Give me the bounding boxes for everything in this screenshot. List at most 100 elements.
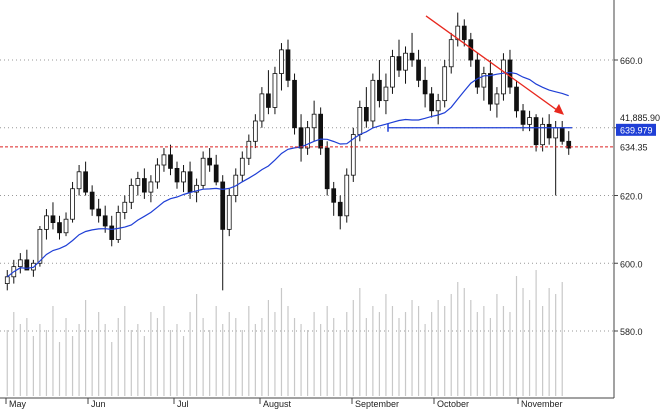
candle-down (520, 110, 526, 125)
candle-down (83, 171, 88, 193)
candle-up (553, 127, 559, 139)
candle-up (148, 181, 154, 193)
y-tick-label: 600.0 (620, 259, 643, 269)
candle-up (305, 127, 310, 149)
candle-up (403, 52, 408, 71)
candle-down (318, 113, 324, 149)
candle-up (435, 100, 441, 112)
candle-up (122, 201, 128, 213)
candle-down (292, 79, 297, 129)
candle-down (50, 215, 56, 223)
chart-overlays (0, 15, 614, 148)
candle-down (174, 167, 180, 183)
candle-up (226, 195, 232, 230)
x-tick-label: October (437, 399, 469, 409)
candle-down (89, 191, 95, 210)
candle-down (220, 181, 226, 230)
candle-down (377, 79, 382, 102)
candle-down (298, 127, 304, 149)
candle-up (194, 184, 199, 193)
x-tick-label: Jun (91, 399, 106, 409)
gridlines (0, 0, 615, 399)
candle-down (409, 52, 415, 61)
candle-down (96, 208, 102, 217)
trendline-arrowhead (554, 103, 564, 115)
candle-up (390, 56, 395, 88)
volume-label: 41,885.90 (620, 113, 660, 123)
candlesticks (4, 12, 572, 291)
candle-up (501, 59, 506, 95)
last-close-label-box (616, 140, 656, 153)
candle-up (311, 113, 317, 129)
x-tick-label: November (521, 399, 563, 409)
candle-up (448, 39, 454, 68)
candle-up (442, 66, 448, 102)
candle-up (76, 171, 82, 190)
candle-up (70, 188, 75, 220)
candle-up (181, 171, 186, 183)
x-axis: May Jun Jul August September October November (5, 398, 563, 409)
candle-down (57, 222, 62, 234)
candle-down (266, 93, 271, 108)
candle-down (187, 171, 193, 193)
candle-up (246, 140, 252, 159)
y-tick-label: 580.0 (620, 327, 643, 337)
trendline (425, 15, 559, 112)
candle-up (344, 174, 350, 217)
candle-up (252, 120, 258, 142)
candle-down (566, 140, 572, 149)
candle-up (370, 79, 376, 122)
candle-up (161, 154, 167, 166)
candle-down (396, 56, 402, 71)
price-labels: 41,885.90 639.979 634.35 (616, 113, 660, 153)
candle-down (331, 188, 337, 203)
candle-up (350, 134, 356, 176)
candle-up (44, 215, 49, 230)
candle-down (416, 59, 421, 81)
candle-down (533, 117, 539, 146)
x-tick-label: August (263, 399, 292, 409)
volume-bars (6, 270, 563, 396)
moving-average-line (6, 71, 569, 278)
candle-up (239, 157, 245, 176)
candle-down (285, 49, 291, 81)
candle-up (357, 107, 363, 135)
ma-label: 639.979 (620, 125, 653, 135)
candle-down (429, 93, 434, 112)
ma-label-box (616, 123, 656, 136)
candle-down (507, 59, 513, 88)
candle-down (474, 59, 480, 88)
candle-up (527, 117, 532, 125)
x-tick-label: Jul (177, 399, 189, 409)
candle-up (481, 73, 487, 88)
candle-down (514, 86, 519, 112)
candle-up (37, 228, 43, 264)
candle-up (63, 218, 69, 234)
candle-down (102, 215, 108, 227)
candle-up (115, 212, 121, 240)
candle-down (142, 178, 147, 193)
candle-down (324, 147, 330, 190)
candle-down (337, 201, 343, 217)
candle-up (200, 157, 206, 186)
candle-down (559, 127, 565, 142)
candle-up (259, 93, 265, 122)
y-tick-label: 620.0 (620, 192, 643, 202)
candle-down (422, 79, 428, 95)
candle-down (24, 259, 30, 271)
candle-up (540, 123, 545, 146)
y-tick-label: 660.0 (620, 56, 643, 66)
candle-up (128, 184, 134, 203)
candle-up (17, 259, 23, 268)
candle-down (363, 107, 369, 122)
candle-down (168, 154, 173, 169)
candle-down (546, 123, 552, 139)
candle-up (455, 25, 461, 41)
candle-down (488, 73, 493, 105)
candle-down (109, 225, 115, 240)
candle-down (461, 25, 467, 41)
x-tick-label: May (9, 399, 27, 409)
candle-up (135, 178, 141, 186)
